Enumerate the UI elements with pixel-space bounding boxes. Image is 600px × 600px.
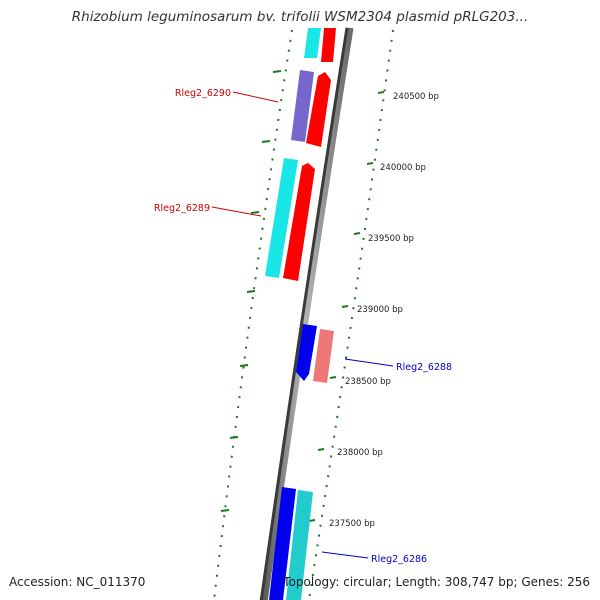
- cds-blue: [269, 487, 296, 600]
- tick-label: 237500 bp: [329, 519, 375, 529]
- cds-rleg2-6290: [291, 70, 314, 142]
- major-tick: [308, 519, 316, 522]
- accession-label: Accession: NC_011370: [9, 575, 146, 589]
- cds-arrow-red: [321, 28, 336, 62]
- major-tick: [317, 448, 325, 451]
- map-title: Rhizobium leguminosarum bv. trifolii WSM…: [71, 9, 529, 25]
- major-tick: [353, 232, 361, 235]
- tick-label: 239500 bp: [368, 234, 414, 244]
- major-tick: [272, 70, 282, 73]
- cds-arrow-rleg2-6289: [283, 163, 315, 281]
- cds-rleg2-6289: [265, 158, 298, 278]
- major-tick: [329, 376, 337, 379]
- major-tick: [220, 509, 230, 512]
- major-tick: [229, 436, 239, 439]
- tick-label: 240500 bp: [393, 92, 439, 102]
- major-tick: [239, 364, 249, 367]
- backbone: [262, 27, 354, 600]
- forward-features: [283, 28, 336, 600]
- tick-label: 238000 bp: [337, 448, 383, 458]
- label-leaders: [211, 91, 394, 559]
- gene-labels: Rleg2_6290 Rleg2_6289 Rleg2_6288 Rleg2_6…: [154, 88, 452, 565]
- cds-rleg2-6286: [286, 490, 313, 600]
- tick-label: 239000 bp: [357, 305, 403, 315]
- outer-tick-ring: [308, 29, 394, 600]
- inner-tick-ring: [213, 29, 293, 600]
- leader-rleg2-6288: [344, 358, 394, 367]
- cds-arrow-blue: [296, 324, 317, 381]
- cds-arrow-rleg2-6288: [313, 329, 334, 383]
- genome-summary: Topology: circular; Length: 308,747 bp; …: [283, 575, 590, 589]
- gene-label: Rleg2_6286: [371, 554, 427, 565]
- gene-label: Rleg2_6290: [175, 88, 231, 99]
- gene-label: Rleg2_6288: [396, 362, 452, 373]
- tick-labels: 240500 bp 240000 bp 239500 bp 239000 bp …: [329, 92, 439, 529]
- major-tick: [246, 290, 256, 293]
- gene-label: Rleg2_6289: [154, 203, 210, 214]
- major-tick: [261, 140, 271, 143]
- tick-label: 238500 bp: [345, 377, 391, 387]
- major-tick: [366, 162, 374, 165]
- reverse-features: [265, 28, 321, 600]
- major-tick: [341, 305, 349, 308]
- leader-rleg2-6290: [232, 91, 279, 103]
- outer-major-ticks: [308, 91, 385, 522]
- major-tick: [250, 211, 260, 214]
- cds-arrow-red: [306, 72, 331, 147]
- tick-label: 240000 bp: [380, 163, 426, 173]
- inner-major-ticks: [220, 70, 282, 512]
- leader-rleg2-6289: [211, 206, 262, 217]
- major-tick: [377, 91, 385, 94]
- leader-rleg2-6286: [321, 551, 369, 559]
- cds-cyan: [304, 28, 321, 58]
